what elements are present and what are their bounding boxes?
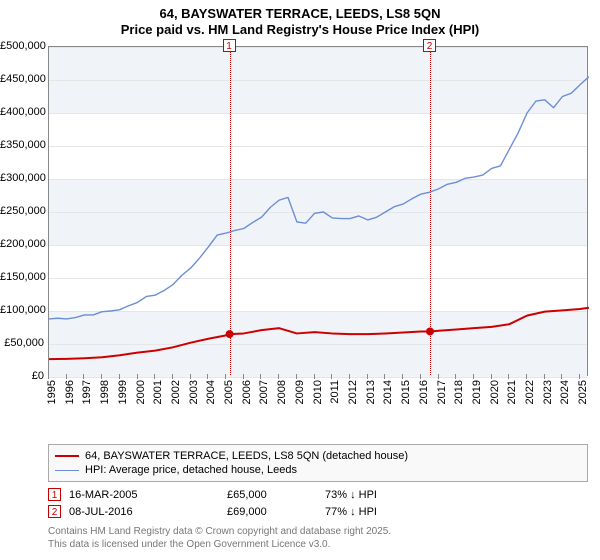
y-tick-label: £500,000 — [0, 40, 44, 52]
y-tick-label: £0 — [0, 370, 44, 382]
x-tick-label: 2020 — [489, 380, 501, 404]
x-tick-label: 2022 — [524, 380, 536, 404]
x-tick-label: 2014 — [382, 380, 394, 404]
x-tick-label: 2005 — [223, 380, 235, 404]
legend-label: HPI: Average price, detached house, Leed… — [85, 464, 297, 476]
legend-label: 64, BAYSWATER TERRACE, LEEDS, LS8 5QN (d… — [85, 450, 408, 462]
x-tick-label: 2011 — [329, 380, 341, 404]
transaction-marker-icon: 1 — [48, 488, 61, 501]
title-line-1: 64, BAYSWATER TERRACE, LEEDS, LS8 5QN — [0, 6, 600, 22]
x-tick-label: 1997 — [81, 380, 93, 404]
y-tick-label: £50,000 — [0, 337, 44, 349]
transaction-price: £65,000 — [227, 489, 317, 501]
x-tick-label: 2013 — [365, 380, 377, 404]
footer: Contains HM Land Registry data © Crown c… — [48, 526, 588, 551]
title-line-2: Price paid vs. HM Land Registry's House … — [0, 22, 600, 38]
x-tick-label: 2002 — [170, 380, 182, 404]
x-tick-label: 1999 — [117, 380, 129, 404]
x-tick-label: 2012 — [347, 380, 359, 404]
legend-item-hpi: HPI: Average price, detached house, Leed… — [55, 463, 581, 477]
line-series — [49, 47, 589, 377]
x-tick-label: 2019 — [471, 380, 483, 404]
x-tick-label: 2015 — [400, 380, 412, 404]
x-tick-label: 2000 — [135, 380, 147, 404]
transactions: 1 16-MAR-2005 £65,000 73% ↓ HPI 2 08-JUL… — [48, 486, 588, 520]
title-block: 64, BAYSWATER TERRACE, LEEDS, LS8 5QN Pr… — [0, 0, 600, 39]
transaction-date: 08-JUL-2016 — [69, 506, 219, 518]
x-tick-label: 2021 — [506, 380, 518, 404]
y-tick-label: £250,000 — [0, 205, 44, 217]
transaction-pct: 77% ↓ HPI — [325, 506, 465, 518]
y-tick-label: £150,000 — [0, 271, 44, 283]
x-tick-label: 2023 — [542, 380, 554, 404]
y-tick-label: £300,000 — [0, 172, 44, 184]
transaction-date: 16-MAR-2005 — [69, 489, 219, 501]
marker-box-icon: 2 — [423, 39, 436, 52]
y-tick-label: £400,000 — [0, 106, 44, 118]
legend-swatch-icon — [55, 470, 79, 471]
x-tick-label: 2003 — [188, 380, 200, 404]
transaction-price: £69,000 — [227, 506, 317, 518]
plot-area: 12 — [48, 46, 588, 376]
x-tick-label: 2018 — [453, 380, 465, 404]
x-tick-label: 2007 — [258, 380, 270, 404]
figure: 64, BAYSWATER TERRACE, LEEDS, LS8 5QN Pr… — [0, 0, 600, 560]
x-tick-label: 2016 — [418, 380, 430, 404]
x-tick-label: 1998 — [99, 380, 111, 404]
y-tick-label: £350,000 — [0, 139, 44, 151]
footer-line-2: This data is licensed under the Open Gov… — [48, 539, 588, 552]
x-tick-label: 2010 — [312, 380, 324, 404]
legend-swatch-icon — [55, 455, 79, 457]
transaction-pct: 73% ↓ HPI — [325, 489, 465, 501]
transaction-row: 1 16-MAR-2005 £65,000 73% ↓ HPI — [48, 486, 588, 503]
x-tick-label: 2004 — [205, 380, 217, 404]
x-tick-label: 1995 — [46, 380, 58, 404]
y-tick-label: £450,000 — [0, 73, 44, 85]
x-tick-label: 1996 — [64, 380, 76, 404]
transaction-row: 2 08-JUL-2016 £69,000 77% ↓ HPI — [48, 503, 588, 520]
x-tick-label: 2001 — [152, 380, 164, 404]
y-tick-label: £100,000 — [0, 304, 44, 316]
x-tick-label: 2006 — [241, 380, 253, 404]
x-tick-label: 2024 — [559, 380, 571, 404]
x-tick-label: 2017 — [436, 380, 448, 404]
x-tick-label: 2009 — [294, 380, 306, 404]
x-tick-label: 2025 — [577, 380, 589, 404]
x-tick-label: 2008 — [276, 380, 288, 404]
y-tick-label: £200,000 — [0, 238, 44, 250]
legend-item-price-paid: 64, BAYSWATER TERRACE, LEEDS, LS8 5QN (d… — [55, 449, 581, 463]
legend: 64, BAYSWATER TERRACE, LEEDS, LS8 5QN (d… — [48, 444, 588, 482]
chart: £0 £50,000 £100,000 £150,000 £200,000 £250,00… — [0, 46, 600, 406]
marker-box-icon: 1 — [223, 39, 236, 52]
transaction-marker-icon: 2 — [48, 505, 61, 518]
footer-line-1: Contains HM Land Registry data © Crown c… — [48, 526, 588, 539]
